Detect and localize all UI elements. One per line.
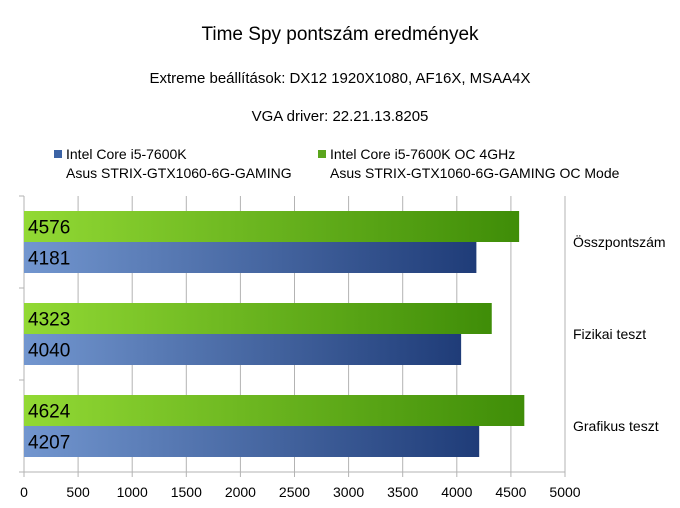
data-label: 4040 [28,341,70,362]
x-tick-label: 3000 [333,484,364,500]
data-label: 4624 [28,402,71,423]
legend-label-series-1-line2: Asus STRIX-GTX1060-6G-GAMING [66,165,292,181]
legend-item-series-1: Intel Core i5-7600K Asus STRIX-GTX1060-6… [54,145,292,183]
x-tick-label: 0 [20,484,28,500]
data-label: 4207 [28,433,70,454]
category-label: Grafikus teszt [573,418,659,434]
legend-label-series-2: Intel Core i5-7600K OC 4GHz [330,146,516,162]
data-label: 4576 [28,218,70,239]
x-tick-label: 1500 [171,484,202,500]
category-label: Összpontszám [573,233,666,250]
chart-title: Time Spy pontszám eredmények [201,24,479,45]
bar [24,242,477,273]
chart-subtitle: Extreme beállítások: DX12 1920X1080, AF1… [149,70,531,87]
chart-subtitle-driver: VGA driver: 22.21.13.8205 [251,108,429,125]
bar [24,334,462,365]
x-tick-label: 1000 [117,484,148,500]
legend-label-series-1: Intel Core i5-7600K [66,146,187,162]
legend-swatch-blue [54,150,62,158]
legend-swatch-green [318,150,326,158]
x-tick-label: 500 [66,484,90,500]
legend-item-series-2: Intel Core i5-7600K OC 4GHz Asus STRIX-G… [318,145,619,183]
bar [24,395,525,426]
category-label: Fizikai teszt [573,326,646,342]
x-tick-label: 3500 [387,484,418,500]
x-tick-label: 4000 [441,484,472,500]
bar [24,211,520,242]
data-label: 4181 [28,249,70,270]
bar [24,426,480,457]
bar [24,303,492,334]
x-tick-label: 5000 [549,484,580,500]
data-label: 4323 [28,310,70,331]
legend-label-series-2-line2: Asus STRIX-GTX1060-6G-GAMING OC Mode [330,165,620,181]
x-tick-label: 2000 [225,484,256,500]
x-tick-label: 4500 [495,484,526,500]
x-tick-label: 2500 [279,484,310,500]
